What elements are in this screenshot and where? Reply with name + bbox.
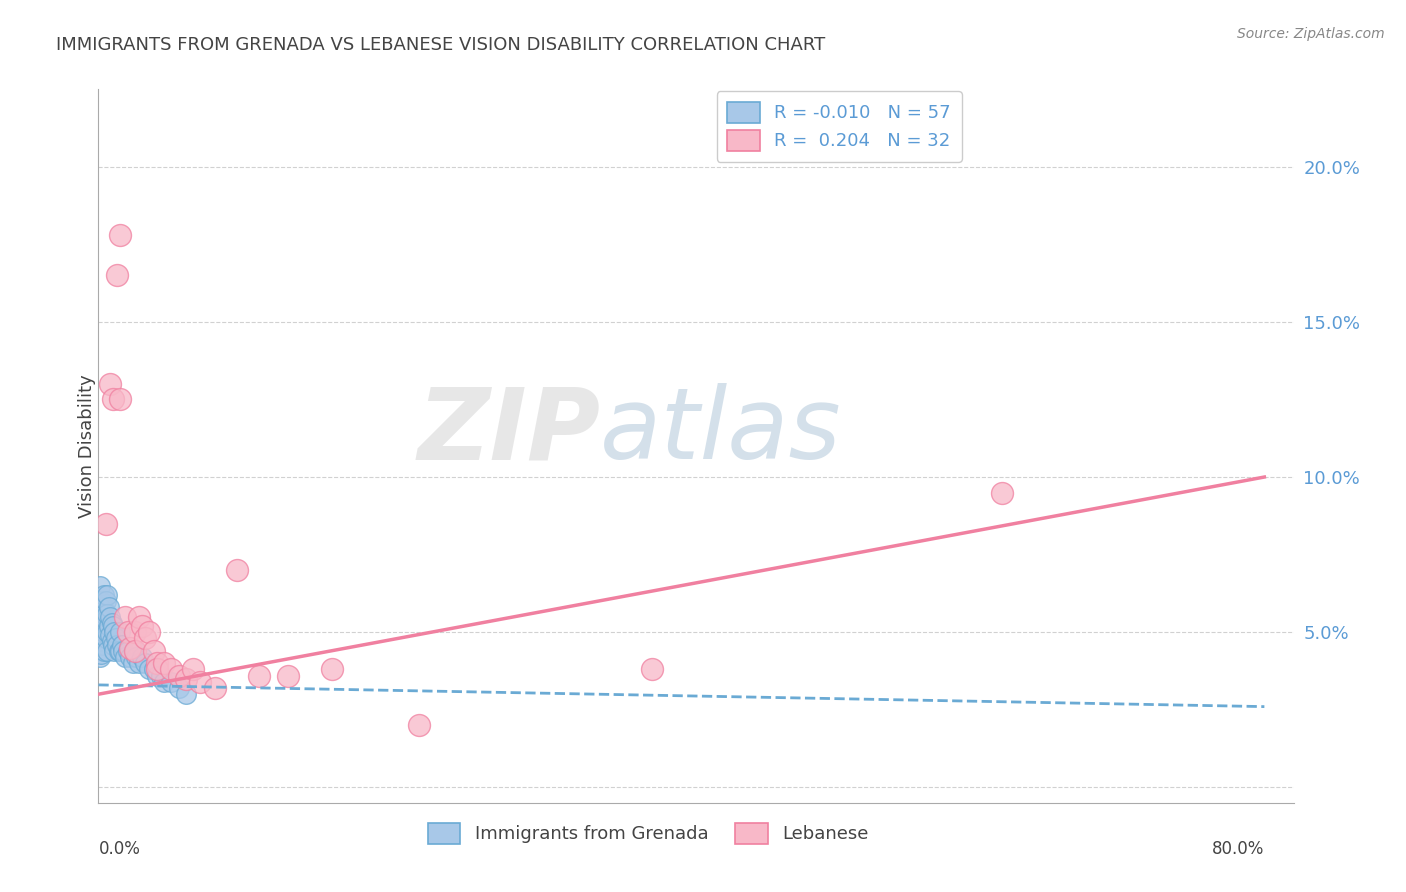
Point: [145, 656, 167, 670]
Point: [89, 579, 111, 593]
Point: [100, 615, 122, 630]
Point: [150, 668, 173, 682]
Point: [277, 668, 299, 682]
Point: [91, 619, 114, 633]
Point: [98, 628, 121, 642]
Text: Source: ZipAtlas.com: Source: ZipAtlas.com: [1237, 27, 1385, 41]
Point: [120, 640, 142, 655]
Point: [131, 619, 153, 633]
Point: [124, 644, 146, 658]
Point: [94, 632, 117, 646]
Text: ZIP: ZIP: [418, 384, 600, 480]
Text: atlas: atlas: [600, 384, 842, 480]
Point: [105, 638, 128, 652]
Point: [101, 619, 124, 633]
Point: [128, 609, 150, 624]
Point: [90, 594, 112, 608]
Point: [138, 625, 160, 640]
Point: [125, 650, 148, 665]
Point: [124, 644, 146, 658]
Point: [90, 647, 112, 661]
Point: [110, 227, 132, 242]
Point: [90, 613, 112, 627]
Point: [225, 563, 247, 577]
Point: [91, 600, 114, 615]
Point: [96, 625, 118, 640]
Point: [641, 662, 664, 676]
Point: [134, 632, 156, 646]
Point: [97, 600, 120, 615]
Point: [321, 662, 343, 676]
Point: [120, 650, 142, 665]
Point: [117, 644, 139, 658]
Point: [110, 625, 132, 640]
Y-axis label: Vision Disability: Vision Disability: [79, 374, 96, 518]
Point: [122, 656, 145, 670]
Point: [89, 600, 111, 615]
Point: [174, 687, 197, 701]
Point: [138, 662, 160, 676]
Point: [98, 376, 121, 391]
Point: [96, 607, 118, 621]
Point: [93, 607, 115, 621]
Point: [104, 632, 127, 646]
Point: [96, 644, 118, 658]
Point: [991, 485, 1014, 500]
Point: [145, 662, 167, 676]
Point: [124, 625, 146, 640]
Point: [114, 650, 136, 665]
Point: [89, 634, 111, 648]
Point: [103, 625, 125, 640]
Point: [174, 672, 197, 686]
Point: [96, 588, 118, 602]
Point: [190, 674, 212, 689]
Point: [93, 644, 115, 658]
Point: [98, 609, 121, 624]
Point: [167, 681, 190, 695]
Point: [100, 634, 122, 648]
Point: [153, 674, 176, 689]
Text: 0.0%: 0.0%: [98, 840, 141, 858]
Point: [94, 516, 117, 531]
Point: [160, 662, 183, 676]
Point: [91, 638, 114, 652]
Point: [114, 609, 136, 624]
Point: [142, 662, 165, 676]
Point: [103, 644, 125, 658]
Point: [134, 656, 156, 670]
Point: [153, 656, 176, 670]
Point: [111, 638, 134, 652]
Point: [90, 632, 112, 646]
Point: [89, 619, 111, 633]
Point: [108, 644, 131, 658]
Point: [94, 613, 117, 627]
Point: [204, 681, 226, 695]
Text: IMMIGRANTS FROM GRENADA VS LEBANESE VISION DISABILITY CORRELATION CHART: IMMIGRANTS FROM GRENADA VS LEBANESE VISI…: [56, 36, 825, 54]
Point: [167, 668, 190, 682]
Point: [117, 625, 139, 640]
Point: [247, 668, 270, 682]
Point: [89, 650, 111, 665]
Point: [160, 674, 183, 689]
Point: [142, 644, 165, 658]
Text: 80.0%: 80.0%: [1212, 840, 1264, 858]
Point: [110, 392, 132, 407]
Point: [145, 668, 167, 682]
Point: [97, 619, 120, 633]
Point: [131, 650, 153, 665]
Point: [93, 625, 115, 640]
Point: [112, 644, 135, 658]
Legend: Immigrants from Grenada, Lebanese: Immigrants from Grenada, Lebanese: [420, 815, 876, 851]
Point: [105, 268, 128, 283]
Point: [94, 594, 117, 608]
Point: [181, 662, 204, 676]
Point: [110, 644, 132, 658]
Point: [128, 656, 150, 670]
Point: [101, 638, 124, 652]
Point: [408, 718, 430, 732]
Point: [101, 392, 124, 407]
Point: [93, 588, 115, 602]
